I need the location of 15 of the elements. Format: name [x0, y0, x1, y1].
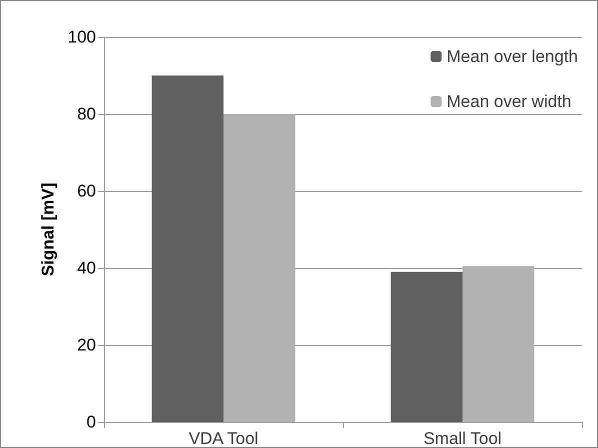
bar [224, 114, 296, 422]
y-tick-label: 80 [77, 104, 96, 124]
x-tick-label: Small Tool [423, 429, 502, 448]
bar [462, 266, 534, 422]
y-tick-label: 60 [77, 182, 96, 200]
legend-label: Mean over width [446, 92, 572, 111]
y-axis-title: Signal [mV] [38, 182, 58, 276]
x-tick-label: VDA Tool [188, 429, 258, 448]
y-tick-label: 20 [77, 336, 96, 354]
y-tick-label: 40 [77, 258, 96, 278]
y-tick-label: 0 [86, 412, 96, 432]
bar [152, 76, 224, 422]
legend-label: Mean over length [446, 47, 578, 66]
y-tick-label: 100 [68, 28, 96, 46]
bar [390, 272, 462, 422]
